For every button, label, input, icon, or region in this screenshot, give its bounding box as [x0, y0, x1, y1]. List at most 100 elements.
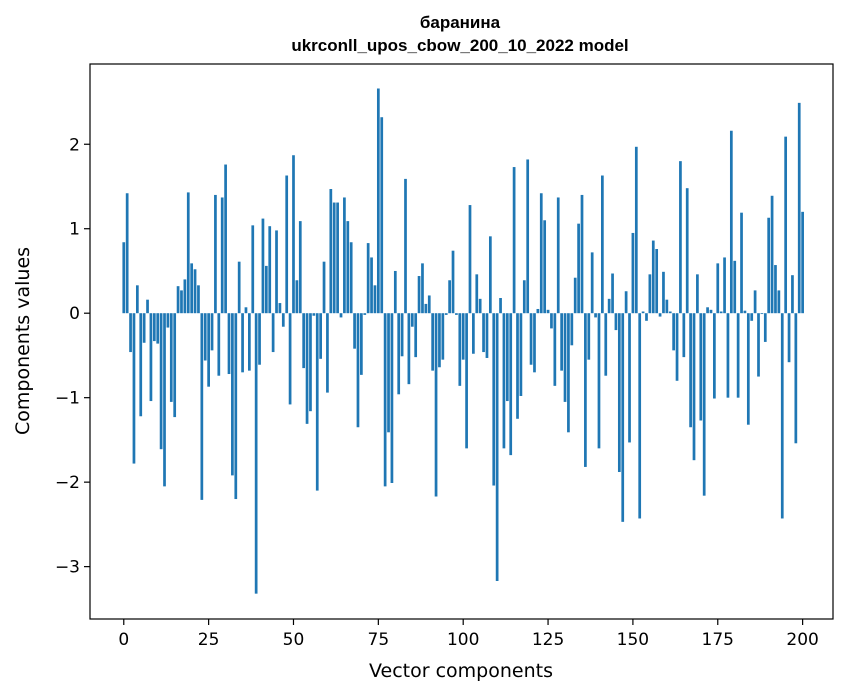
bar-component-73 [370, 257, 373, 314]
x-tick-label: 50 [283, 630, 305, 650]
bar-component-101 [465, 313, 468, 449]
bar-component-67 [349, 242, 353, 314]
bar-component-55 [309, 313, 312, 412]
y-tick-label: 2 [69, 135, 80, 155]
bar-component-60 [326, 313, 329, 393]
x-tick-label: 150 [617, 630, 649, 650]
bar-component-170 [699, 313, 703, 421]
bar-component-86 [414, 313, 418, 358]
bar-component-172 [706, 307, 709, 314]
bar-component-195 [784, 136, 788, 314]
bar-component-64 [339, 313, 343, 318]
bar-component-72 [366, 243, 370, 314]
x-tick-label: 0 [118, 630, 129, 650]
bar-component-164 [679, 161, 682, 314]
bar-component-56 [312, 313, 316, 316]
bar-component-140 [597, 313, 601, 449]
bar-component-23 [200, 313, 204, 500]
bar-component-63 [336, 202, 339, 314]
bar-component-144 [611, 273, 614, 314]
bar-component-130 [563, 313, 567, 402]
bar-component-99 [458, 313, 462, 386]
y-tick-label: −1 [55, 389, 80, 409]
x-tick-label: 125 [532, 630, 564, 650]
y-tick-label: −3 [55, 558, 80, 578]
bar-component-88 [421, 263, 424, 314]
bar-component-34 [237, 261, 241, 314]
bar-component-199 [797, 102, 801, 314]
bar-component-171 [702, 313, 706, 496]
bar-component-165 [682, 313, 686, 358]
bar-component-39 [254, 313, 258, 594]
bar-component-103 [472, 313, 475, 354]
bar-component-191 [770, 195, 774, 314]
bar-component-153 [641, 311, 645, 314]
bar-component-142 [604, 313, 608, 376]
bar-component-106 [482, 313, 485, 353]
y-tick-label: −2 [55, 473, 80, 493]
bar-component-108 [488, 236, 492, 314]
bar-component-17 [180, 290, 183, 314]
bar-component-161 [668, 311, 672, 314]
bar-component-26 [210, 313, 214, 351]
bar-component-105 [478, 298, 482, 314]
x-axis-ticks: 0 25 50 75 100 125 150 175 200 [118, 619, 819, 650]
bar-component-124 [543, 220, 547, 314]
bar-component-126 [550, 313, 553, 329]
bar-component-175 [716, 263, 720, 314]
bar-component-85 [410, 313, 414, 327]
bar-component-6 [142, 313, 146, 343]
bar-component-19 [186, 192, 190, 314]
bar-component-107 [485, 313, 489, 358]
bar-component-33 [234, 313, 238, 500]
bar-component-110 [495, 313, 499, 581]
bar-component-59 [322, 261, 326, 314]
bar-component-102 [468, 205, 472, 314]
bar-component-90 [427, 295, 431, 314]
bar-component-80 [393, 270, 397, 314]
bar-component-119 [526, 159, 530, 314]
bar-component-159 [662, 271, 665, 314]
bar-component-141 [601, 175, 604, 314]
bar-component-48 [285, 175, 289, 314]
bar-component-147 [621, 313, 625, 522]
bar-component-184 [746, 313, 750, 425]
bar-component-181 [736, 313, 740, 398]
bar-component-65 [343, 197, 346, 314]
bar-component-136 [584, 313, 587, 467]
x-tick-label: 175 [702, 630, 734, 650]
y-tick-label: 1 [69, 220, 80, 240]
bar-component-28 [217, 313, 221, 376]
bar-component-131 [567, 313, 570, 433]
bar-component-54 [305, 313, 309, 424]
bar-component-112 [502, 313, 506, 449]
bar-component-167 [689, 313, 692, 428]
bar-component-137 [587, 313, 591, 360]
bar-component-31 [227, 313, 231, 375]
bar-component-61 [329, 189, 333, 314]
bar-component-13 [166, 313, 170, 328]
bar-component-7 [146, 299, 149, 314]
bar-component-21 [193, 269, 197, 314]
bar-component-95 [444, 313, 448, 315]
bar-component-127 [553, 313, 557, 386]
bar-component-117 [519, 313, 523, 396]
plot-frame [89, 63, 834, 620]
bar-component-132 [570, 313, 574, 346]
bar-component-69 [356, 313, 360, 428]
bar-component-158 [658, 313, 662, 317]
bar-component-154 [645, 313, 648, 321]
x-axis-label: Vector components [369, 660, 553, 682]
bar-component-16 [176, 286, 180, 314]
bar-component-193 [777, 290, 781, 314]
bar-component-94 [441, 313, 445, 360]
bar-component-198 [794, 313, 798, 444]
bar-component-188 [760, 313, 764, 315]
bar-component-196 [787, 313, 791, 363]
bar-component-114 [509, 313, 513, 456]
bar-component-168 [692, 313, 696, 461]
bar-component-109 [492, 313, 496, 486]
bar-component-148 [624, 291, 628, 314]
x-tick-label: 100 [447, 630, 479, 650]
bar-component-149 [628, 313, 631, 443]
